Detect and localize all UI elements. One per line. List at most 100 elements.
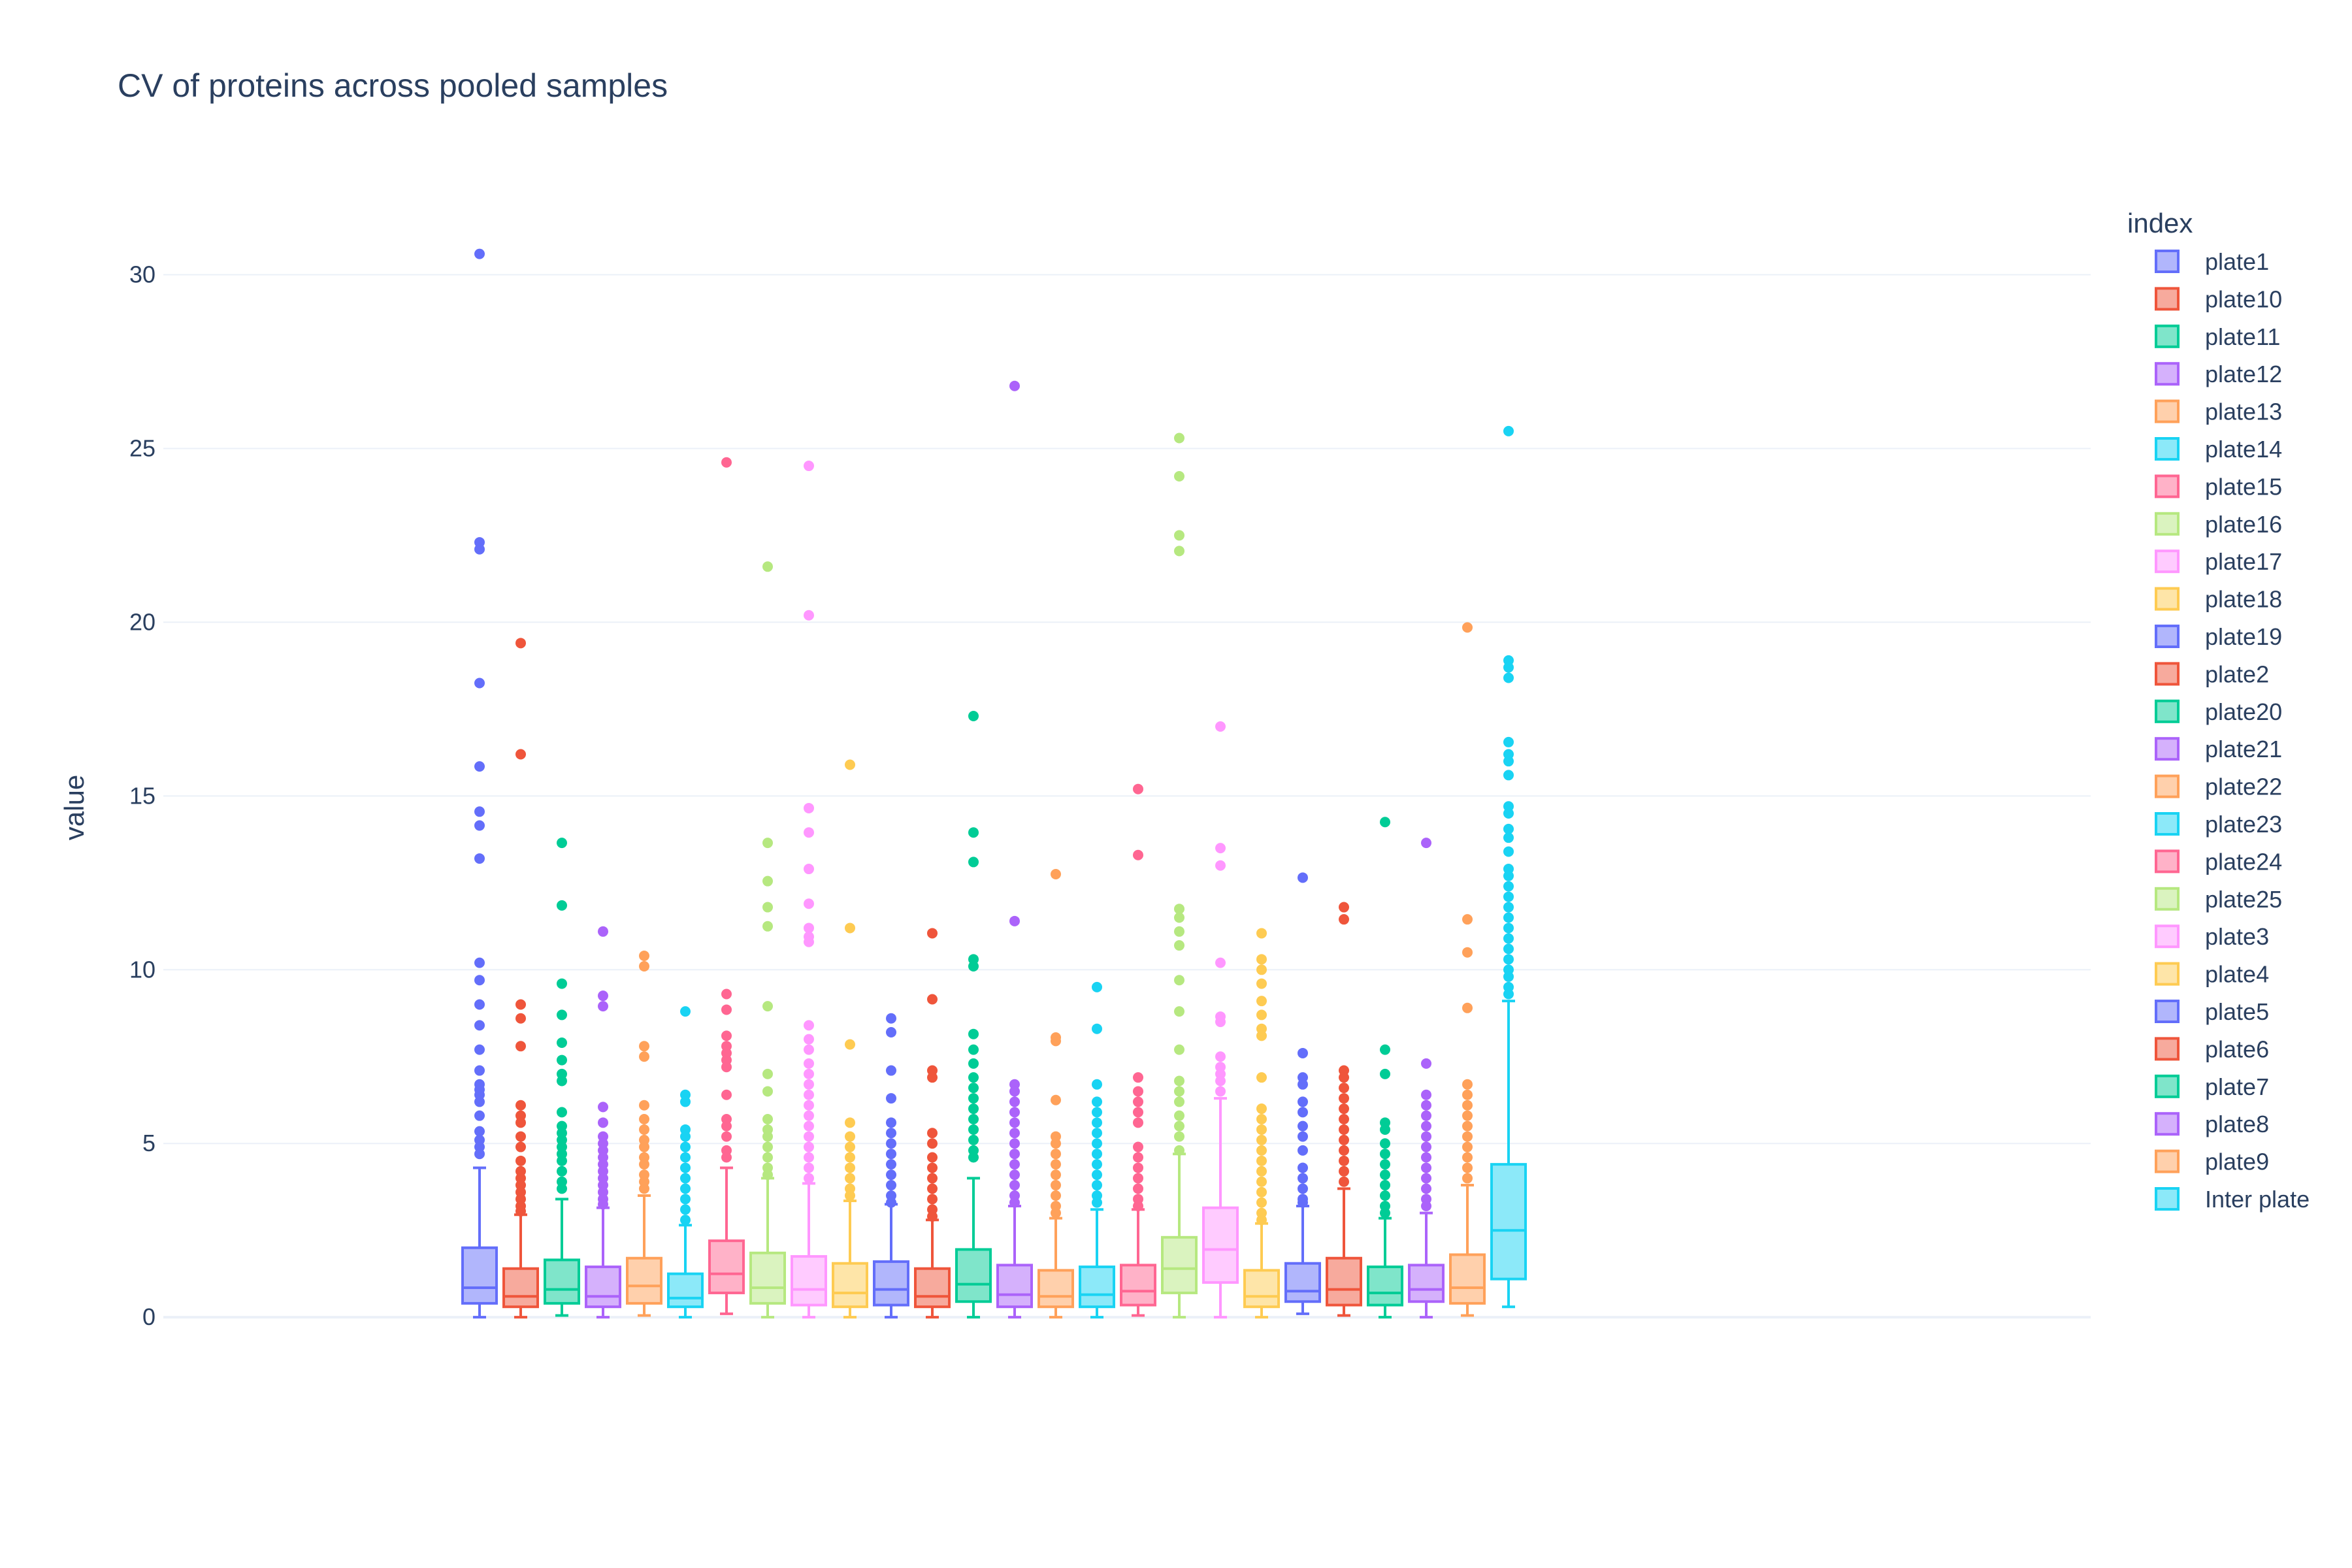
box-plate19[interactable]: [873, 1013, 909, 1319]
outlier-point: [680, 1173, 691, 1184]
legend-item-plate20[interactable]: plate20: [2155, 698, 2282, 725]
outlier-point: [927, 1152, 938, 1163]
legend-item-plate6[interactable]: plate6: [2155, 1036, 2269, 1062]
legend-item-plate12[interactable]: plate12: [2155, 361, 2282, 387]
legend-item-plate22[interactable]: plate22: [2155, 774, 2282, 800]
outlier-point: [1256, 996, 1267, 1007]
legend-item-plate17[interactable]: plate17: [2155, 548, 2282, 575]
outlier-point: [1256, 1134, 1267, 1145]
outlier-point: [762, 1086, 773, 1097]
outlier-point: [886, 1065, 896, 1076]
legend-item-plate1[interactable]: plate1: [2155, 248, 2269, 275]
box-plate10[interactable]: [502, 638, 539, 1319]
box-plate22[interactable]: [1037, 869, 1074, 1319]
outlier-point: [804, 1079, 814, 1090]
legend[interactable]: index plate1 plate10 plate11 plate12 plate13…: [2127, 208, 2310, 1213]
box-plate14[interactable]: [667, 1006, 704, 1319]
box-plate8[interactable]: [1408, 838, 1445, 1319]
y-tick-label: 10: [129, 956, 155, 983]
legend-label: plate21: [2205, 736, 2282, 762]
legend-item-plate13[interactable]: plate13: [2155, 399, 2282, 425]
box-plate21[interactable]: [996, 380, 1033, 1319]
legend-item-plate15[interactable]: plate15: [2155, 473, 2282, 500]
legend-item-plate9[interactable]: plate9: [2155, 1149, 2269, 1175]
legend-item-plate2[interactable]: plate2: [2155, 661, 2269, 687]
outlier-point: [1380, 1068, 1390, 1079]
box-iqr: [626, 1256, 662, 1305]
outlier-point: [1256, 1197, 1267, 1208]
outlier-point: [762, 921, 773, 932]
outlier-point: [1503, 943, 1514, 955]
box-plate12[interactable]: [585, 926, 621, 1319]
box-plate25[interactable]: [1161, 433, 1198, 1319]
outlier-point: [680, 1183, 691, 1194]
outlier-point: [474, 853, 485, 864]
legend-swatch: [2155, 1074, 2180, 1098]
legend-item-inter-plate[interactable]: Inter plate: [2155, 1186, 2310, 1213]
box-plate9[interactable]: [1449, 622, 1486, 1317]
outlier-point: [1298, 872, 1308, 883]
outlier-point: [1009, 1107, 1020, 1118]
box-plate1[interactable]: [461, 248, 498, 1319]
legend-item-plate25[interactable]: plate25: [2155, 886, 2282, 913]
box-plate18[interactable]: [832, 759, 868, 1319]
outlier-point: [474, 1110, 485, 1121]
box-plate24[interactable]: [1120, 783, 1156, 1317]
box-plate2[interactable]: [914, 928, 951, 1319]
legend-item-plate10[interactable]: plate10: [2155, 286, 2282, 312]
legend-item-plate7[interactable]: plate7: [2155, 1073, 2269, 1100]
outlier-point: [639, 1100, 649, 1111]
outlier-point: [1380, 1169, 1390, 1181]
legend-item-plate14[interactable]: plate14: [2155, 436, 2282, 463]
box-plate16[interactable]: [749, 561, 786, 1319]
outlier-point: [1215, 721, 1226, 732]
box-plate23[interactable]: [1079, 981, 1115, 1319]
box-plate11[interactable]: [544, 838, 580, 1317]
box-inter-plate[interactable]: [1490, 425, 1527, 1309]
legend-item-plate3[interactable]: plate3: [2155, 923, 2269, 950]
outlier-point: [845, 759, 855, 770]
outlier-point: [968, 1058, 979, 1069]
outlier-point: [639, 960, 649, 972]
legend-item-plate18[interactable]: plate18: [2155, 586, 2282, 613]
outlier-point: [1009, 1149, 1020, 1160]
legend-item-plate11[interactable]: plate11: [2155, 323, 2280, 350]
legend-item-plate24[interactable]: plate24: [2155, 848, 2282, 875]
outlier-point: [1462, 1141, 1473, 1152]
box-plate4[interactable]: [1243, 928, 1280, 1319]
outlier-point: [1380, 1159, 1390, 1170]
outlier-point: [1380, 1138, 1390, 1149]
outlier-point: [721, 457, 732, 468]
outlier-point: [968, 1134, 979, 1145]
outlier-point: [968, 1044, 979, 1055]
box-plate7[interactable]: [1367, 817, 1403, 1319]
outlier-point: [1503, 770, 1514, 781]
legend-item-plate19[interactable]: plate19: [2155, 623, 2282, 650]
outlier-point: [1092, 1107, 1102, 1118]
box-plate17[interactable]: [791, 461, 827, 1319]
box-plate20[interactable]: [955, 711, 992, 1319]
legend-item-plate16[interactable]: plate16: [2155, 511, 2282, 538]
box-plate13[interactable]: [626, 951, 662, 1317]
box-plate15[interactable]: [708, 457, 745, 1315]
outlier-point: [886, 1138, 896, 1149]
outlier-point: [721, 1089, 732, 1100]
outlier-point: [804, 1141, 814, 1152]
outlier-point: [598, 1199, 608, 1210]
outlier-point: [1421, 1152, 1431, 1163]
legend-item-plate8[interactable]: plate8: [2155, 1111, 2269, 1137]
outlier-point: [1092, 1149, 1102, 1160]
legend-item-plate23[interactable]: plate23: [2155, 811, 2282, 838]
legend-label: plate6: [2205, 1036, 2269, 1062]
outlier-point: [804, 1044, 814, 1055]
legend-label: plate8: [2205, 1111, 2269, 1137]
legend-item-plate5[interactable]: plate5: [2155, 998, 2269, 1025]
box-plate5[interactable]: [1284, 872, 1321, 1315]
outlier-point: [1174, 546, 1184, 557]
legend-item-plate21[interactable]: plate21: [2155, 736, 2282, 762]
outlier-point: [1174, 433, 1184, 444]
box-plate3[interactable]: [1202, 721, 1239, 1319]
legend-item-plate4[interactable]: plate4: [2155, 961, 2269, 988]
outlier-point: [845, 1152, 855, 1163]
box-plate6[interactable]: [1326, 902, 1362, 1317]
